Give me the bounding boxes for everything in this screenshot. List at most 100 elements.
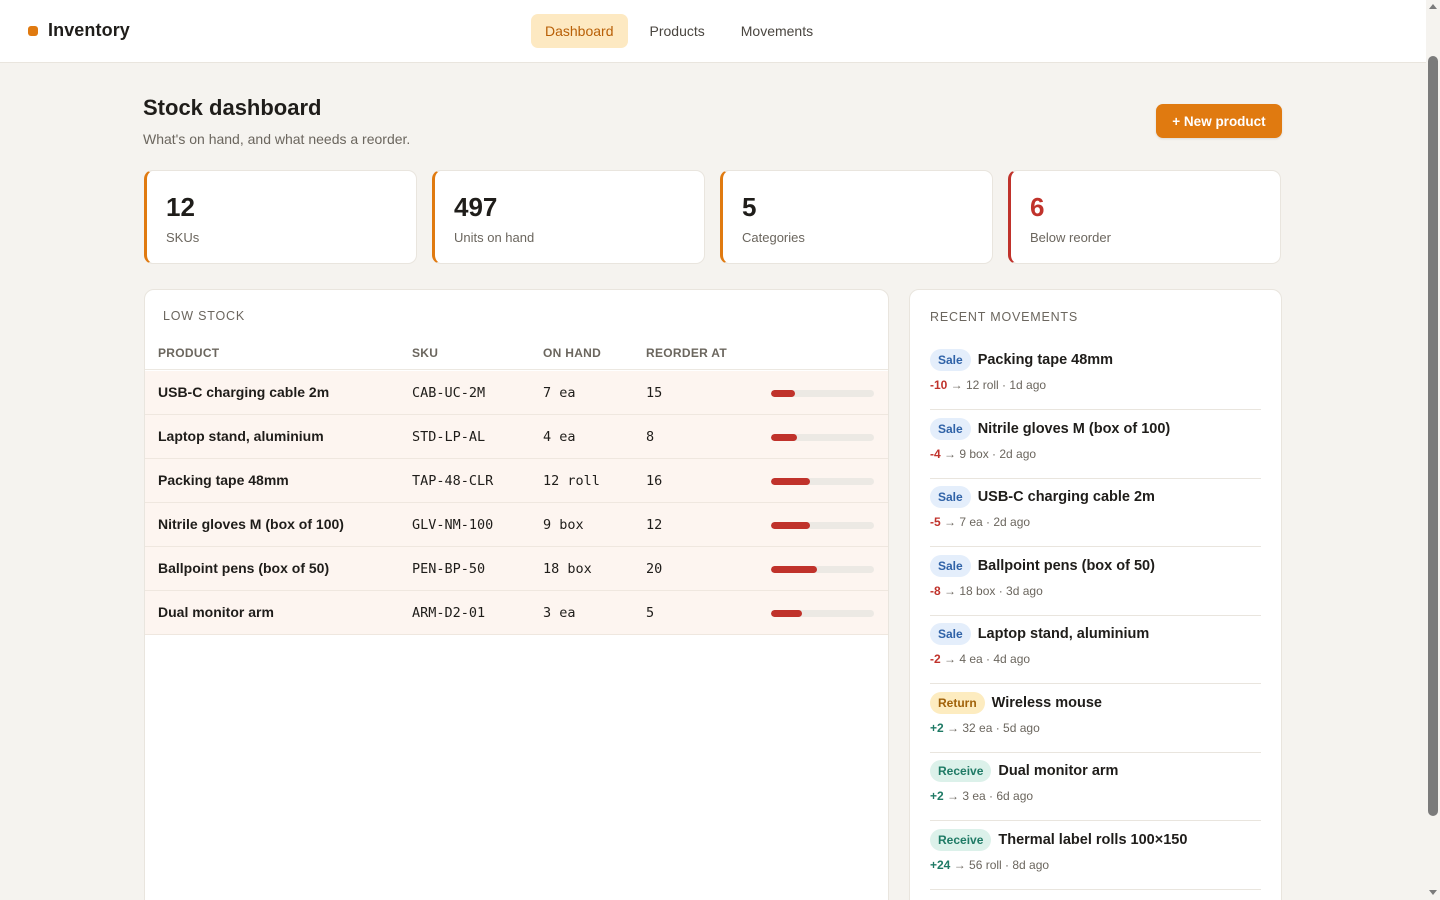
on-hand-value: 3 ea <box>543 605 576 621</box>
product-name: Dual monitor arm <box>158 604 274 620</box>
column-header-sku: SKU <box>412 346 439 360</box>
recent-movements-panel: RECENT MOVEMENTS Sale Packing tape 48mm -1… <box>909 289 1282 900</box>
movement-delta: -4 <box>930 446 941 461</box>
movement-type-badge: Return <box>930 691 985 714</box>
movement-meta: → 56 roll · 8d ago <box>950 857 1050 872</box>
product-name: Nitrile gloves M (box of 100) <box>158 516 344 532</box>
stat-card-below-reorder: 6 Below reorder <box>1008 170 1281 264</box>
movement-item[interactable]: Sale Ballpoint pens (box of 50) -8 → 18 bo… <box>930 548 1261 616</box>
brand[interactable]: Inventory <box>28 20 130 41</box>
stat-card-units-on-hand: 497 Units on hand <box>432 170 705 264</box>
scroll-up-arrow-icon[interactable] <box>1429 4 1437 9</box>
movement-product: Ballpoint pens (box of 50) <box>977 557 1155 574</box>
stat-value: 12 <box>166 192 195 222</box>
scroll-down-arrow-icon[interactable] <box>1429 890 1437 895</box>
table-row[interactable]: Packing tape 48mm TAP-48-CLR 12 roll 16 <box>145 459 888 503</box>
movement-item[interactable]: Sale Laptop stand, aluminium -2 → 4 ea · 4… <box>930 616 1261 684</box>
page-title: Stock dashboard <box>143 95 322 120</box>
low-stock-panel: LOW STOCK PRODUCT SKU ON HAND REORDER AT… <box>144 289 889 900</box>
movement-delta: -8 <box>930 583 941 598</box>
movement-type-badge: Sale <box>930 554 971 577</box>
movement-detail: +2 → 3 ea · 6d ago <box>930 789 1033 803</box>
reorder-at-value: 5 <box>646 605 655 621</box>
stock-level-bar <box>771 522 874 529</box>
movement-item[interactable]: Sale Packing tape 48mm -10 → 12 roll · 1d … <box>930 342 1261 410</box>
tab-movements[interactable]: Movements <box>740 23 814 39</box>
stock-level-bar <box>771 478 874 485</box>
movement-meta: → 7 ea · 2d ago <box>940 515 1031 529</box>
column-header-on-hand: ON HAND <box>543 346 602 360</box>
table-row[interactable]: Ballpoint pens (box of 50) PEN-BP-50 18 bo… <box>145 547 888 591</box>
reorder-at-value: 15 <box>646 385 663 401</box>
movement-product: Nitrile gloves M (box of 100) <box>977 420 1171 437</box>
movement-meta: → 12 roll · 1d ago <box>947 378 1047 392</box>
product-name: Ballpoint pens (box of 50) <box>158 560 330 576</box>
tab-products[interactable]: Products <box>649 23 705 39</box>
stat-card-skus: 12 SKUs <box>144 170 417 264</box>
product-name: Laptop stand, aluminium <box>158 428 324 444</box>
movement-product: Packing tape 48mm <box>977 352 1114 368</box>
movement-detail: -10 → 12 roll · 1d ago <box>930 378 1046 392</box>
movement-product: Dual monitor arm <box>998 763 1119 779</box>
movement-detail: +24 → 56 roll · 8d ago <box>930 858 1049 872</box>
product-name: Packing tape 48mm <box>158 472 289 488</box>
movement-item[interactable]: Receive Thermal label rolls 100×150 +24 → … <box>930 822 1261 890</box>
stock-level-bar <box>771 390 874 397</box>
stat-label: Below reorder <box>1030 230 1111 245</box>
table-row[interactable]: Laptop stand, aluminium STD-LP-AL 4 ea 8 <box>145 415 888 459</box>
on-hand-value: 12 roll <box>543 473 600 489</box>
movement-product: USB-C charging cable 2m <box>977 489 1155 505</box>
recent-movements-title: RECENT MOVEMENTS <box>930 310 1078 324</box>
movement-type-badge: Receive <box>930 828 992 851</box>
movement-product: Thermal label rolls 100×150 <box>998 831 1188 848</box>
reorder-at-value: 12 <box>646 517 663 533</box>
on-hand-value: 18 box <box>543 561 592 577</box>
stock-level-fill <box>771 434 797 441</box>
sku-code: PEN-BP-50 <box>412 561 486 577</box>
table-row[interactable]: Dual monitor arm ARM-D2-01 3 ea 5 <box>145 591 888 635</box>
movement-detail: -5 → 7 ea · 2d ago <box>930 515 1030 529</box>
reorder-at-value: 20 <box>646 561 663 577</box>
stock-level-fill <box>771 390 795 397</box>
sku-code: GLV-NM-100 <box>412 517 494 533</box>
stock-level-fill <box>771 566 818 573</box>
stock-level-bar <box>771 610 874 617</box>
stat-value: 6 <box>1030 192 1045 222</box>
movement-detail: -8 → 18 box · 3d ago <box>930 584 1043 598</box>
sku-code: ARM-D2-01 <box>412 605 486 621</box>
main-nav: Dashboard Products Movements <box>531 14 827 48</box>
page-scrollbar[interactable] <box>1426 0 1440 900</box>
movement-header: Sale Laptop stand, aluminium <box>930 623 1149 645</box>
movement-delta: -10 <box>930 378 948 392</box>
movement-item[interactable]: Sale USB-C charging cable 2m -5 → 7 ea · 2… <box>930 479 1261 547</box>
movement-type-badge: Receive <box>930 760 992 782</box>
movement-header: Sale Packing tape 48mm <box>930 349 1113 371</box>
movement-item[interactable]: Receive Dual monitor arm +2 → 3 ea · 6d ag… <box>930 753 1261 821</box>
movement-meta: → 4 ea · 4d ago <box>940 652 1031 666</box>
tab-dashboard[interactable]: Dashboard <box>531 14 628 48</box>
movement-delta: -5 <box>930 515 941 529</box>
stat-label: Categories <box>742 230 805 245</box>
new-product-button[interactable]: + New product <box>1156 104 1282 138</box>
table-row[interactable]: Nitrile gloves M (box of 100) GLV-NM-100 9… <box>145 503 888 547</box>
stat-value: 497 <box>454 192 498 222</box>
table-row[interactable]: USB-C charging cable 2m CAB-UC-2M 7 ea 15 <box>145 371 888 415</box>
brand-logo-icon <box>28 25 38 36</box>
movement-detail: +2 → 32 ea · 5d ago <box>930 721 1040 735</box>
stat-value: 5 <box>742 192 757 222</box>
stock-level-fill <box>771 522 811 529</box>
sku-code: STD-LP-AL <box>412 429 486 445</box>
movement-type-badge: Sale <box>930 623 971 645</box>
sku-code: TAP-48-CLR <box>412 473 494 489</box>
column-header-reorder-at: REORDER AT <box>646 346 727 360</box>
movement-header: Return Wireless mouse <box>930 691 1102 714</box>
table-header: PRODUCT SKU ON HAND REORDER AT <box>145 343 888 370</box>
stock-level-bar <box>771 434 874 441</box>
movement-item[interactable]: Sale Nitrile gloves M (box of 100) -4 → 9 … <box>930 411 1261 479</box>
on-hand-value: 4 ea <box>543 429 576 445</box>
movement-item[interactable]: Return Wireless mouse +2 → 32 ea · 5d ago <box>930 685 1261 753</box>
movement-delta: +24 <box>930 857 951 872</box>
stock-level-fill <box>771 478 811 485</box>
scrollbar-thumb[interactable] <box>1428 56 1438 816</box>
column-header-product: PRODUCT <box>158 346 220 360</box>
